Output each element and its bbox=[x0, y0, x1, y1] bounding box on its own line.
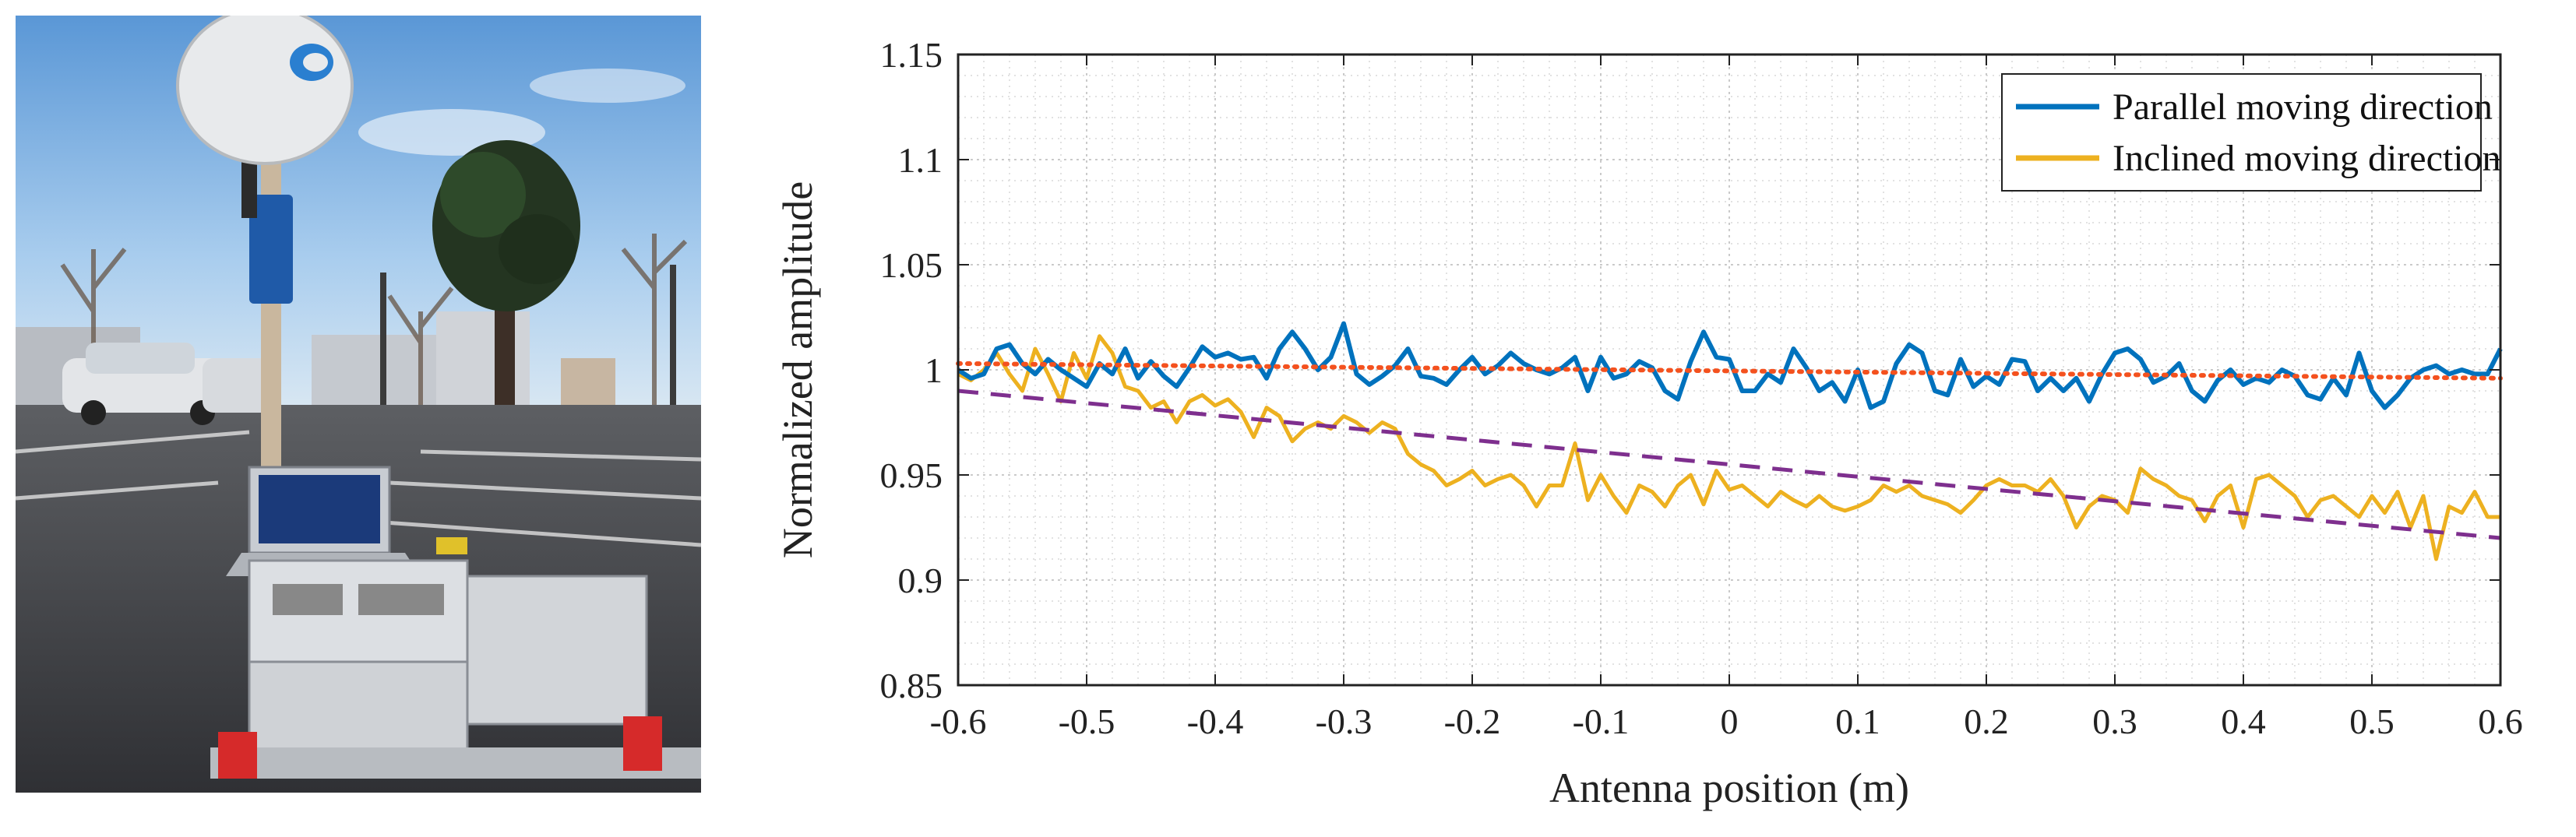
x-tick-label: 0.1 bbox=[1835, 702, 1880, 741]
x-tick-label: -0.3 bbox=[1316, 702, 1373, 741]
x-tick-label: 0.2 bbox=[1964, 702, 2009, 741]
y-tick-label: 1.15 bbox=[880, 35, 943, 75]
y-tick-label: 1.05 bbox=[880, 245, 943, 285]
legend: Parallel moving direction Inclined movin… bbox=[2001, 73, 2501, 192]
y-tick-label: 1.1 bbox=[898, 140, 943, 180]
chart-panel: -0.6 -0.5 -0.4 -0.3 -0.2 -0.1 0 0.1 0.2 0.3 0.4 0.5… bbox=[763, 16, 2576, 837]
ticks-layer bbox=[957, 54, 2501, 686]
x-tick-label: -0.6 bbox=[930, 702, 987, 741]
x-tick-label: -0.1 bbox=[1573, 702, 1630, 741]
x-tick-label: -0.2 bbox=[1444, 702, 1501, 741]
x-tick-label: 0.4 bbox=[2221, 702, 2266, 741]
y-tick-labels: 0.85 0.9 0.95 1 1.05 1.1 1.15 bbox=[880, 35, 943, 705]
x-axis-title: Antenna position (m) bbox=[1549, 765, 1909, 811]
field-setup-photo bbox=[16, 16, 701, 793]
series-line-parallel bbox=[957, 321, 2503, 410]
photo-panel bbox=[16, 16, 701, 793]
y-tick-label: 0.95 bbox=[880, 455, 943, 495]
y-tick-label: 0.85 bbox=[880, 666, 943, 705]
fit-line-inclined bbox=[957, 389, 2501, 540]
x-tick-label: -0.5 bbox=[1059, 702, 1115, 741]
legend-label-parallel: Parallel moving direction bbox=[2113, 86, 2493, 128]
y-axis-title: Normalized amplitude bbox=[774, 181, 821, 558]
x-tick-label: -0.4 bbox=[1187, 702, 1244, 741]
x-tick-label: 0.3 bbox=[2092, 702, 2137, 741]
x-tick-label: 0.5 bbox=[2349, 702, 2395, 741]
x-tick-label: 0.6 bbox=[2478, 702, 2523, 741]
x-tick-labels: -0.6 -0.5 -0.4 -0.3 -0.2 -0.1 0 0.1 0.2 0.3 0.4 0.5… bbox=[930, 702, 2523, 741]
y-tick-label: 0.9 bbox=[898, 561, 943, 600]
x-tick-label: 0 bbox=[1721, 702, 1739, 741]
legend-box bbox=[2001, 73, 2482, 192]
amplitude-chart: -0.6 -0.5 -0.4 -0.3 -0.2 -0.1 0 0.1 0.2 0.3 0.4 0.5… bbox=[774, 35, 2523, 811]
series-line-inclined bbox=[957, 334, 2500, 561]
series-layer bbox=[956, 321, 2503, 561]
legend-label-inclined: Inclined moving direction bbox=[2113, 138, 2501, 179]
y-tick-label: 1 bbox=[925, 350, 943, 390]
